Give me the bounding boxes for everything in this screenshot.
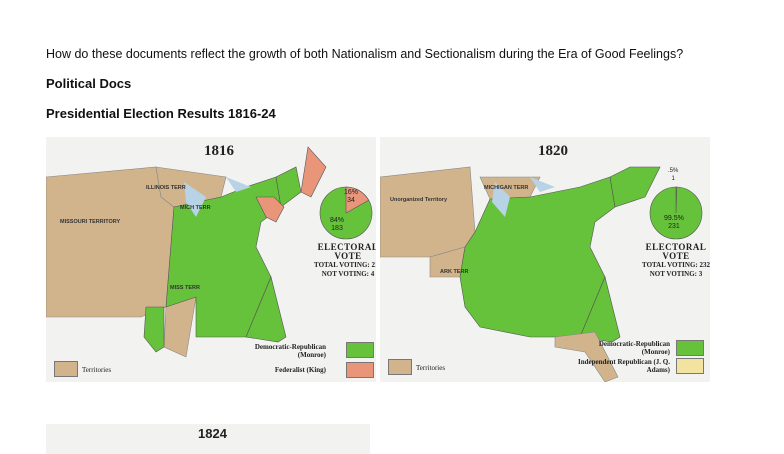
electoral-title: ELECTORAL VOTE [645,242,707,261]
electoral-summary: ELECTORAL VOTE TOTAL VOTING: 232 NOT VOT… [636,243,710,279]
total-voting: TOTAL VOTING: 217 [314,261,376,269]
legend-label-territories: Territories [82,366,112,374]
legend-label: Independent Republican (J. Q. Adams) [578,358,670,374]
legend-swatch-democratic-republican [346,342,374,358]
pie-chart-1816 [319,186,373,240]
pie-slice-federalist [345,186,370,214]
map-1816-shapes [46,146,327,358]
legend-label: Democratic-Republican (Monroe) [598,340,670,356]
pie-label-percent: 16% [344,189,359,196]
map-year: 1816 [204,143,234,159]
pie-label-percent: 99.5% [664,215,684,222]
not-voting: NOT VOTING: 4 [321,270,375,278]
question-text: How do these documents reflect the growt… [46,47,684,61]
not-voting: NOT VOTING: 3 [649,270,703,278]
legend-swatch-federalist [346,362,374,378]
legend-label: Democratic-Republican (Monroe) [254,343,326,359]
legend-swatch-independent-republican [676,358,704,374]
pie-label-votes: 1 [671,176,675,182]
region-label: MICHIGAN TERR [484,185,529,191]
region-label: Unorganized Territory [390,197,448,203]
pie-label-percent: .5% [668,168,679,174]
region-label: ILLINOIS TERR [146,185,186,191]
map-year: 1824 [198,426,227,441]
pie-label-votes: 231 [668,223,680,230]
pie-label-percent: 84% [330,217,345,224]
election-map-1816: 1816 MISSOURI TERRITORY ILLINOIS TERR MI… [46,137,376,382]
electoral-title: ELECTORAL VOTE [317,242,376,261]
pie-label-votes: 183 [331,225,343,232]
election-map-1820: 1820 Unorganized Territory MICHIGAN TERR… [380,137,710,382]
pie-label-votes: 34 [347,197,355,204]
total-voting: TOTAL VOTING: 232 [642,261,710,269]
election-map-1824: 1824 [46,424,370,454]
electoral-summary: ELECTORAL VOTE TOTAL VOTING: 217 NOT VOT… [308,243,376,279]
subsection-heading: Presidential Election Results 1816-24 [46,106,276,121]
pie-chart-1820 [649,186,703,240]
region-label: MISSOURI TERRITORY [60,219,121,225]
region-label: MISS TERR [170,285,200,291]
pie-slice-independent-republican [675,186,678,214]
region-label: MICH TERR [180,205,211,211]
legend-label-territories: Territories [416,364,446,372]
region-label: ARK TERR [440,269,469,275]
legend-swatch-territories [54,361,78,377]
map-1820-shapes [380,166,661,382]
legend-swatch-democratic-republican [676,340,704,356]
legend-label: Federalist (King) [274,366,326,374]
map-year: 1820 [538,143,568,159]
legend-swatch-territories [388,359,412,375]
section-heading: Political Docs [46,76,132,91]
